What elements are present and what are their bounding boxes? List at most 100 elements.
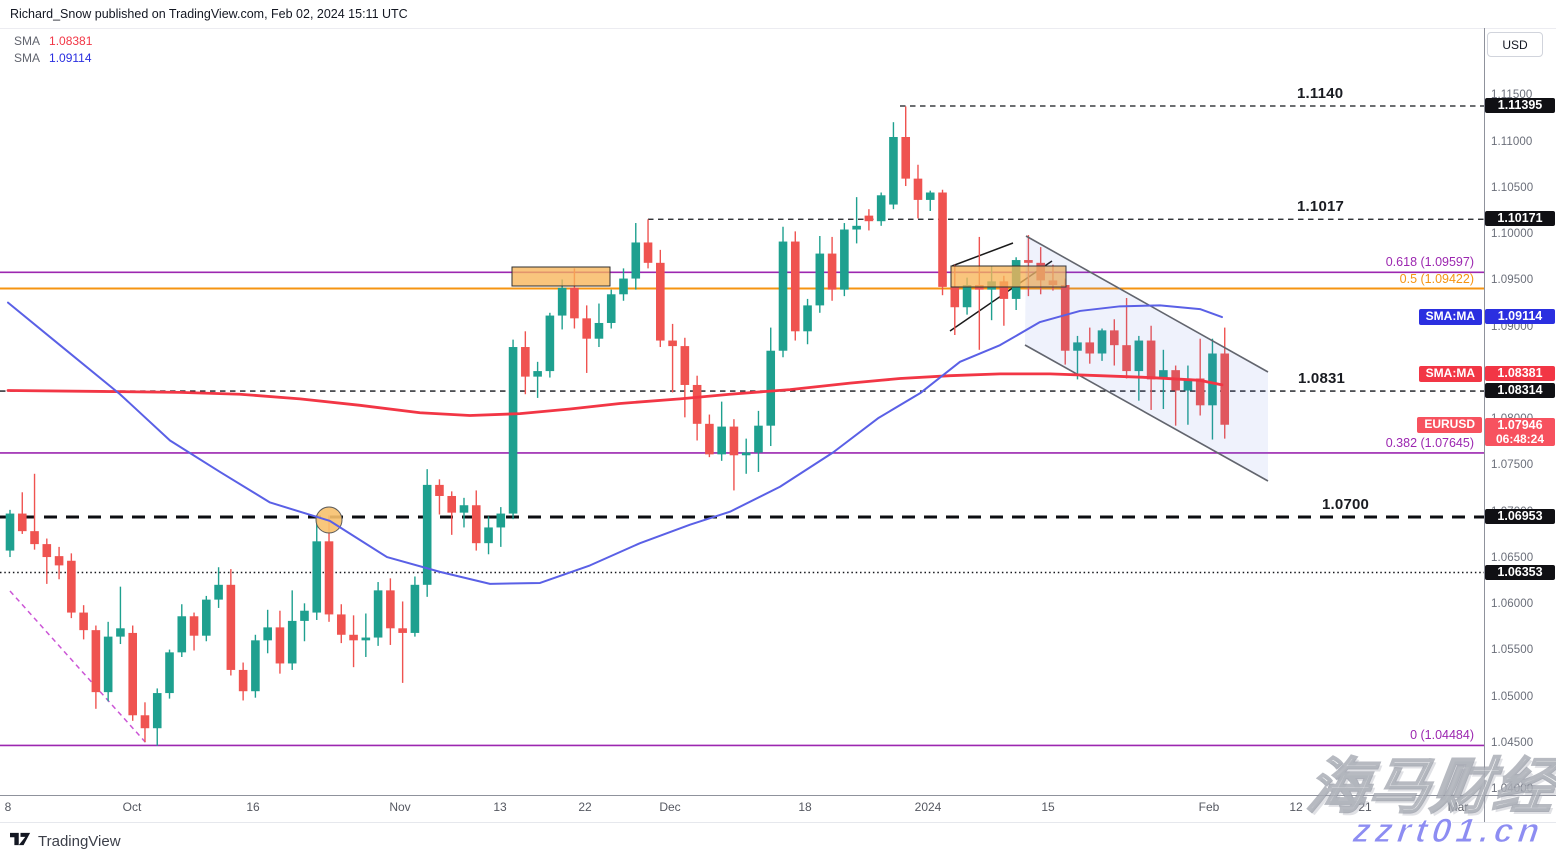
candle bbox=[545, 312, 555, 378]
price-badge: 1.10171 bbox=[1485, 211, 1555, 227]
candle bbox=[827, 236, 837, 301]
channel-upper-line bbox=[1025, 235, 1269, 373]
level-label: 1.0700 bbox=[1322, 495, 1370, 513]
candle bbox=[336, 604, 346, 644]
candle bbox=[5, 509, 15, 558]
tradingview-logo[interactable]: TradingView bbox=[10, 831, 121, 852]
time-label: 22 bbox=[578, 800, 592, 814]
footer-divider bbox=[0, 822, 1556, 823]
time-label: 15 bbox=[1041, 800, 1055, 814]
candle bbox=[165, 649, 174, 699]
candle bbox=[1195, 338, 1205, 416]
indicator-badge: SMA:MA bbox=[1418, 309, 1482, 326]
time-label: 2024 bbox=[914, 800, 942, 814]
candle bbox=[925, 190, 935, 212]
supply-zone-box bbox=[950, 265, 1067, 288]
candle bbox=[876, 192, 886, 226]
time-label: Mar bbox=[1447, 800, 1469, 814]
candle bbox=[754, 410, 763, 472]
candle bbox=[840, 223, 849, 297]
candle bbox=[226, 569, 236, 676]
candle bbox=[1097, 328, 1107, 361]
legend-label: SMA bbox=[14, 51, 41, 65]
candle bbox=[594, 303, 604, 348]
price-badge: 1.07946 06:48:24 bbox=[1485, 418, 1555, 447]
candle bbox=[373, 582, 383, 646]
candle bbox=[177, 604, 187, 657]
candle bbox=[1183, 365, 1193, 425]
candle bbox=[778, 226, 788, 358]
legend-row-sma-slow[interactable]: SMA 1.09114 bbox=[14, 51, 92, 65]
candle bbox=[238, 662, 248, 701]
price-tick: 1.04000 bbox=[1491, 783, 1534, 796]
page-title: Richard_Snow published on TradingView.co… bbox=[10, 7, 408, 21]
legend-row-sma-fast[interactable]: SMA 1.08381 bbox=[14, 34, 92, 48]
price-tick: 1.04500 bbox=[1491, 736, 1534, 749]
candle bbox=[471, 490, 481, 551]
candle bbox=[521, 331, 530, 395]
candle bbox=[656, 249, 665, 348]
candle bbox=[889, 122, 898, 210]
candle bbox=[668, 323, 677, 393]
header-divider bbox=[0, 28, 1556, 29]
tradingview-brand-text: TradingView bbox=[38, 833, 121, 850]
time-axis-border bbox=[0, 795, 1556, 796]
price-tick: 1.07500 bbox=[1491, 459, 1534, 472]
price-badge: 1.11395 bbox=[1485, 98, 1555, 113]
symbol-badge: EURUSD bbox=[1417, 417, 1482, 434]
price-tick: 1.05000 bbox=[1491, 690, 1534, 703]
candle bbox=[202, 595, 211, 642]
candle bbox=[116, 586, 125, 645]
price-tick: 1.11000 bbox=[1491, 135, 1533, 148]
candle bbox=[606, 289, 616, 329]
candle bbox=[692, 375, 702, 441]
sma-fast-line bbox=[6, 372, 1224, 417]
candle bbox=[17, 492, 27, 534]
trendline bbox=[951, 242, 1014, 267]
candle bbox=[349, 615, 358, 668]
tradingview-logo-icon bbox=[10, 831, 31, 852]
candle bbox=[717, 401, 726, 461]
time-label: Oct bbox=[122, 800, 142, 814]
time-label: 18 bbox=[798, 800, 812, 814]
candle bbox=[815, 235, 825, 313]
time-axis-panel[interactable] bbox=[0, 796, 1484, 822]
candle bbox=[128, 625, 137, 721]
price-badge: 1.06353 bbox=[1485, 564, 1555, 580]
candle bbox=[643, 219, 653, 269]
candle bbox=[790, 231, 800, 341]
candle bbox=[140, 702, 150, 743]
candle bbox=[287, 590, 297, 670]
candle bbox=[54, 546, 64, 580]
candle bbox=[803, 298, 812, 345]
candle bbox=[1060, 278, 1070, 365]
currency-toggle-button[interactable]: USD bbox=[1487, 32, 1543, 57]
candle bbox=[79, 605, 88, 640]
candle bbox=[533, 361, 542, 398]
candle bbox=[484, 516, 493, 555]
time-label: 13 bbox=[493, 800, 507, 814]
candle bbox=[312, 518, 322, 620]
legend-label: SMA bbox=[14, 34, 41, 48]
candle bbox=[263, 609, 272, 654]
candle bbox=[459, 497, 469, 528]
legend-value: 1.09114 bbox=[49, 51, 92, 65]
sma-slow-line bbox=[7, 301, 1223, 585]
candle bbox=[67, 553, 76, 619]
candle bbox=[741, 438, 751, 474]
price-badge: 1.09114 bbox=[1485, 309, 1555, 325]
supply-zone-box bbox=[511, 266, 611, 287]
candle bbox=[938, 189, 947, 296]
candle bbox=[631, 223, 641, 290]
channel-fill bbox=[1025, 236, 1268, 481]
time-label: Nov bbox=[389, 800, 411, 814]
candle bbox=[1146, 325, 1156, 410]
price-badge: 1.08314 bbox=[1485, 383, 1555, 399]
price-tick: 1.10000 bbox=[1491, 228, 1534, 241]
candle bbox=[508, 339, 518, 520]
price-axis-border bbox=[1484, 28, 1485, 822]
candle bbox=[496, 507, 506, 547]
candle bbox=[152, 688, 162, 746]
